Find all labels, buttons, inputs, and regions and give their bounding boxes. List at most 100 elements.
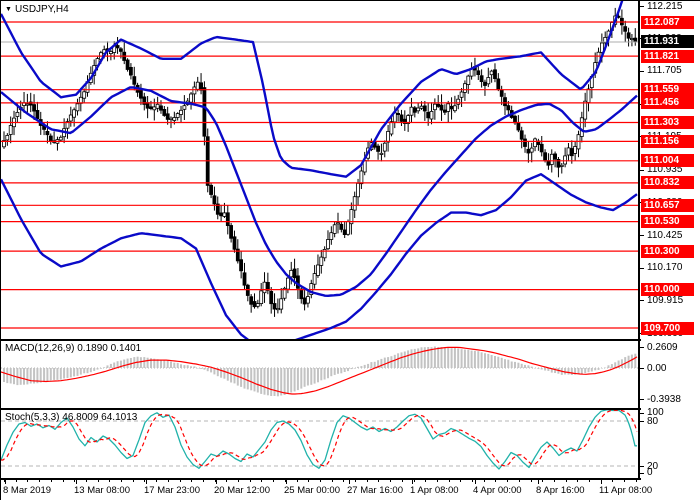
price-chart-canvas[interactable]: [1, 1, 641, 339]
time-minor-tick: [460, 480, 462, 482]
current-price-label: 111.931: [641, 35, 694, 49]
time-minor-tick: [413, 480, 415, 482]
price-level-label: 109.700: [641, 321, 694, 335]
price-grid-label: 110.935: [647, 164, 683, 176]
time-minor-tick: [261, 480, 263, 482]
price-level-label: 111.559: [641, 83, 694, 97]
time-minor-tick: [390, 480, 392, 482]
time-minor-tick: [284, 480, 286, 482]
time-label: 20 Mar 12:00: [214, 485, 270, 496]
price-level-label: 112.087: [641, 15, 694, 29]
time-minor-tick: [74, 480, 76, 482]
time-label: 1 Apr 08:00: [410, 485, 459, 496]
time-minor-tick: [530, 480, 532, 482]
macd-scale-label: 0.2609: [647, 341, 678, 353]
price-scale[interactable]: 112.215111.960111.705111.450111.195110.9…: [639, 1, 700, 480]
time-label: 11 Apr 08:00: [599, 485, 653, 496]
time-minor-tick: [179, 480, 181, 482]
scale-tick: [639, 300, 644, 302]
time-label: 13 Mar 08:00: [74, 485, 130, 496]
time-minor-tick: [167, 480, 169, 482]
scale-tick: [639, 466, 644, 467]
time-major-tick: [475, 480, 476, 484]
time-minor-tick: [27, 480, 29, 482]
time-minor-tick: [589, 480, 590, 482]
panel-separator-stoch[interactable]: [1, 408, 641, 410]
time-minor-tick: [273, 480, 275, 482]
time-minor-tick: [495, 480, 497, 482]
time-minor-tick: [144, 480, 146, 482]
time-minor-tick: [612, 480, 614, 482]
time-minor-tick: [249, 480, 251, 482]
time-minor-tick: [448, 480, 450, 482]
price-axis-line[interactable]: [638, 1, 640, 480]
time-major-tick: [146, 480, 147, 484]
time-minor-tick: [624, 480, 626, 482]
stoch-scale-label: 0: [647, 467, 653, 478]
scale-tick: [639, 368, 644, 369]
time-axis[interactable]: 8 Mar 2019 13 Mar 08:00 17 Mar 23:00 20 Mar…: [1, 480, 700, 500]
time-minor-tick: [132, 480, 134, 482]
stoch-scale-label: 20: [647, 460, 659, 472]
chart-title[interactable]: ▼ USDJPY,H4: [5, 4, 69, 15]
chevron-down-icon[interactable]: ▼: [5, 6, 12, 13]
time-minor-tick: [355, 480, 356, 482]
scale-tick: [639, 235, 644, 237]
stoch-canvas[interactable]: [1, 410, 641, 478]
time-major-tick: [286, 480, 287, 484]
price-level-label: 110.530: [641, 215, 694, 229]
time-label: 17 Mar 23:00: [144, 485, 200, 496]
price-level-label: 111.303: [641, 116, 694, 129]
time-minor-tick: [343, 480, 345, 482]
time-minor-tick: [202, 480, 204, 482]
time-minor-tick: [39, 480, 41, 482]
time-minor-tick: [109, 480, 111, 482]
time-minor-tick: [191, 480, 193, 482]
scale-tick: [639, 347, 644, 349]
symbol-timeframe-label: USDJPY,H4: [14, 4, 69, 15]
time-minor-tick: [62, 480, 64, 482]
price-level-label: 111.004: [641, 154, 694, 168]
time-minor-tick: [436, 480, 438, 482]
scale-tick: [639, 421, 644, 422]
time-minor-tick: [238, 480, 239, 482]
time-major-tick: [349, 480, 350, 484]
time-minor-tick: [319, 480, 321, 482]
price-level-label: 110.657: [641, 198, 694, 212]
time-minor-tick: [366, 480, 368, 482]
time-minor-tick: [308, 480, 310, 482]
time-minor-tick: [15, 480, 17, 482]
macd-scale-label: -0.3938: [647, 393, 681, 405]
scale-tick: [639, 5, 644, 7]
time-major-tick: [412, 480, 413, 484]
time-label: 4 Apr 00:00: [473, 485, 522, 496]
time-minor-tick: [226, 480, 228, 482]
price-grid-label: 109.915: [647, 294, 684, 306]
time-minor-tick: [425, 480, 427, 482]
time-major-tick: [601, 480, 602, 484]
bottom-border: [1, 478, 641, 480]
time-minor-tick: [50, 480, 52, 482]
price-level-label: 110.832: [641, 176, 694, 190]
time-minor-tick: [507, 480, 509, 482]
price-level-label: 111.821: [641, 49, 694, 63]
macd-label: MACD(12,26,9) 0.1890 0.1401: [5, 343, 142, 354]
price-level-label: 111.456: [641, 96, 694, 110]
scale-tick: [639, 267, 644, 269]
time-label: 27 Mar 16:00: [347, 485, 403, 496]
time-minor-tick: [553, 480, 555, 482]
time-minor-tick: [97, 480, 99, 482]
time-label: 8 Apr 16:00: [536, 485, 585, 496]
macd-canvas[interactable]: [1, 341, 641, 408]
scale-tick: [639, 472, 644, 474]
time-minor-tick: [518, 480, 520, 482]
time-minor-tick: [378, 480, 380, 482]
time-minor-tick: [121, 480, 122, 482]
stoch-scale-label: 80: [647, 415, 659, 427]
scale-tick: [639, 399, 644, 400]
time-minor-tick: [401, 480, 403, 482]
time-minor-tick: [472, 480, 473, 482]
panel-separator-macd[interactable]: [1, 339, 641, 341]
price-level-label: 111.156: [641, 134, 694, 148]
